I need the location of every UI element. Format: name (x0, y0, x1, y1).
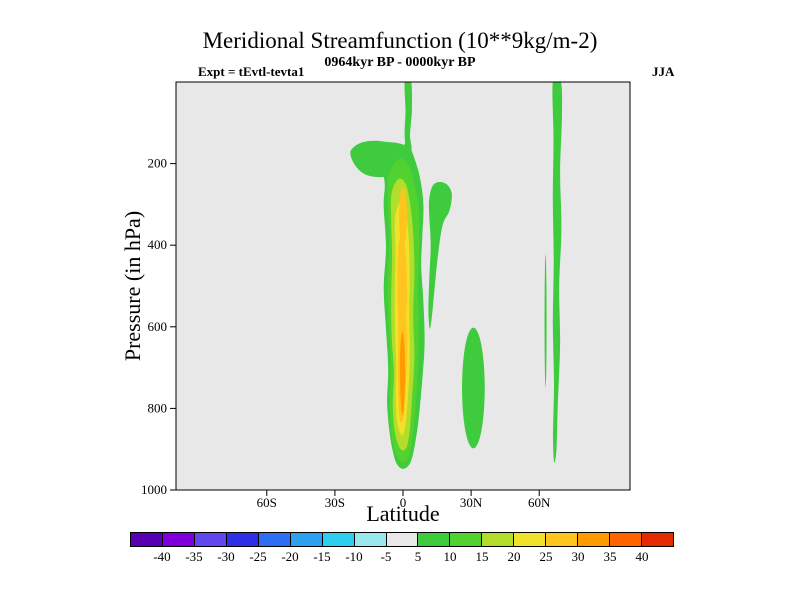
colorbar-label: 40 (635, 549, 649, 564)
colorbar-segment (321, 533, 354, 546)
colorbar-label: 15 (475, 549, 489, 564)
y-tick-label: 1000 (141, 482, 167, 497)
colorbar-segment (609, 533, 641, 546)
difference-subtitle: 0964kyr BP - 0000kyr BP (324, 55, 476, 70)
contour-core-30 (399, 331, 406, 415)
colorbar-label: 25 (539, 549, 553, 564)
x-tick-label: 30S (325, 495, 345, 510)
x-tick-label: 60N (528, 495, 551, 510)
colorbar-segment (577, 533, 610, 546)
x-axis-title: Latitude (366, 501, 440, 526)
colorbar-segment (385, 533, 418, 546)
x-tick-label: 60S (257, 495, 277, 510)
colorbar-label: -15 (313, 549, 331, 564)
contour-upper-core-25 (399, 187, 407, 247)
experiment-label: Expt = tEvtl-tevta1 (198, 64, 305, 79)
colorbar-segment (641, 533, 673, 546)
x-tick-label: 0 (400, 495, 407, 510)
colorbar-segment (417, 533, 450, 546)
season-label: JJA (652, 64, 675, 79)
contour-top-spike-equator (404, 82, 413, 156)
colorbar-segment (257, 533, 290, 546)
y-tick-label: 800 (148, 400, 168, 415)
contour-stripe-67N (552, 82, 563, 463)
colorbar-segment (193, 533, 226, 546)
colorbar-label: 35 (603, 549, 617, 564)
colorbar-label: -10 (345, 549, 363, 564)
y-tick-label: 600 (148, 319, 168, 334)
colorbar-segment (481, 533, 514, 546)
contour-right-lobe-15N (428, 181, 452, 329)
colorbar-labels: -40 -35 -30 -25 -20 -15 -10 -5 5 10 15 20 25 30 35 40 (130, 549, 674, 565)
y-tick-label: 200 (148, 156, 168, 171)
streamfunction-contour-plot: 60S 30S 0 30N 60N 200 400 600 800 1000 (141, 81, 631, 510)
colorbar: -40 -35 -30 -25 -20 -15 -10 -5 5 10 15 20 25 30 35 40 (130, 532, 674, 565)
colorbar-label: -25 (249, 549, 267, 564)
colorbar-label: -20 (281, 549, 299, 564)
y-tick-label: 400 (148, 237, 168, 252)
x-tick-label: 30N (460, 495, 483, 510)
colorbar-label: 5 (414, 549, 422, 564)
page-title: Meridional Streamfunction (10**9kg/m-2) (202, 28, 598, 53)
colorbar-segment (131, 533, 162, 546)
colorbar-segment (289, 533, 322, 546)
colorbar-segment (353, 533, 386, 546)
colorbar-label: 20 (507, 549, 521, 564)
colorbar-label: -5 (380, 549, 392, 564)
contour-sliver-62N (544, 254, 547, 387)
colorbar-label: 10 (443, 549, 457, 564)
colorbar-label: -40 (153, 549, 171, 564)
colorbar-segment (513, 533, 546, 546)
colorbar-segments (130, 532, 674, 547)
colorbar-segment (545, 533, 578, 546)
contour-cell-30N (462, 327, 485, 449)
colorbar-label: -35 (185, 549, 203, 564)
colorbar-label: 30 (571, 549, 585, 564)
colorbar-label: -30 (217, 549, 235, 564)
colorbar-segment (449, 533, 482, 546)
colorbar-segment (161, 533, 194, 546)
colorbar-segment (225, 533, 258, 546)
